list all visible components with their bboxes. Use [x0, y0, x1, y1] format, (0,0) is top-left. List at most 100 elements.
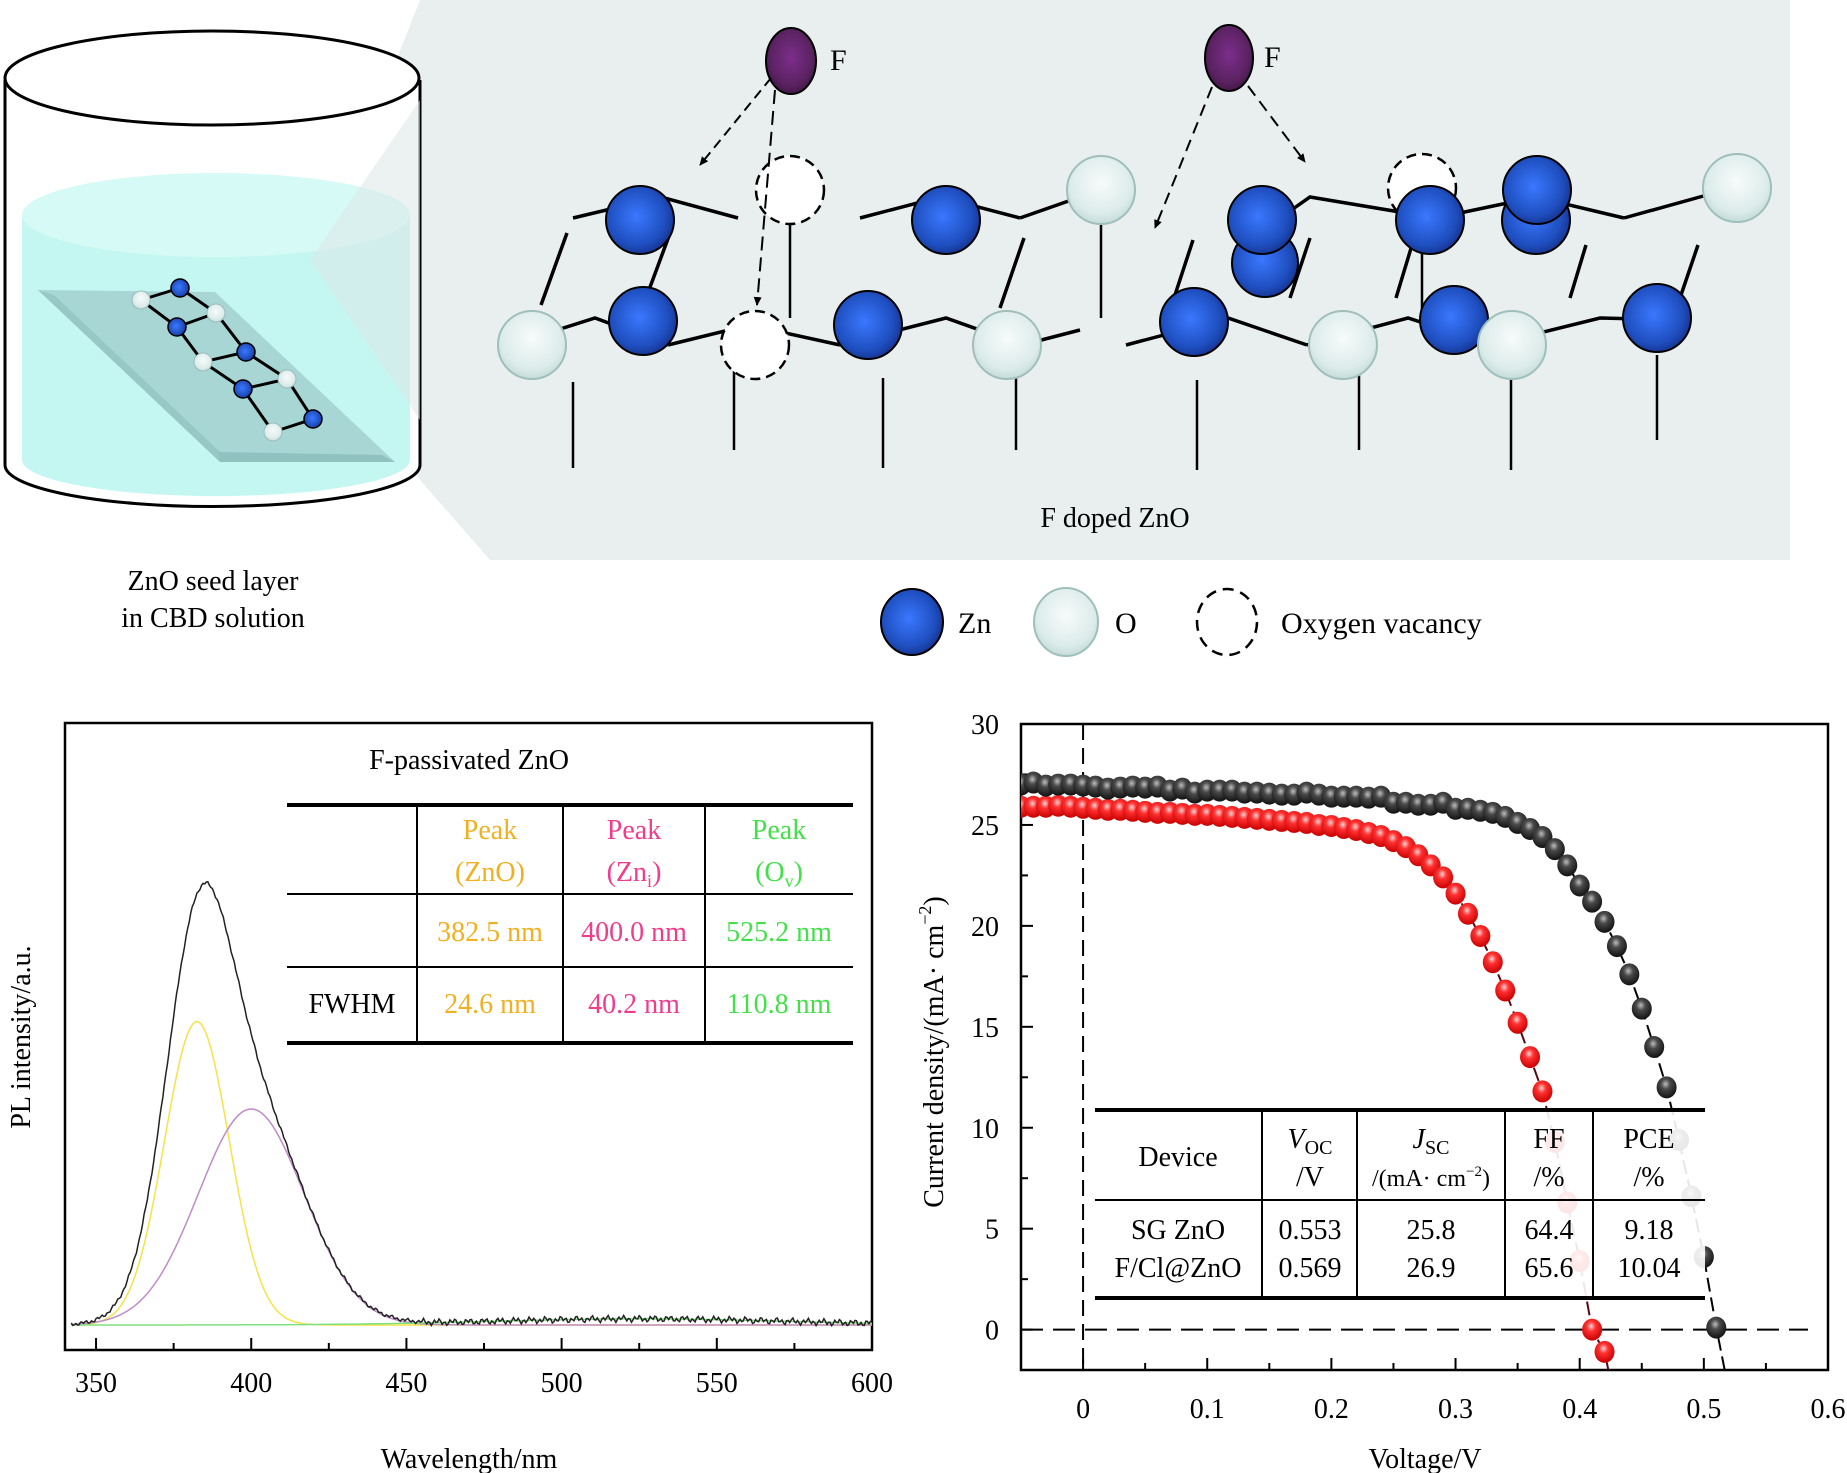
zn-atom	[303, 409, 323, 429]
cell-pce: 9.18	[1625, 1215, 1674, 1246]
header-ff: FF	[1533, 1124, 1564, 1155]
header-device: Device	[1138, 1142, 1217, 1173]
lattice-atoms	[497, 152, 1772, 381]
legend-vacancy-icon	[1195, 587, 1259, 657]
zn-atom	[167, 317, 187, 337]
zn-atom	[1159, 287, 1229, 357]
data-point	[1532, 1080, 1553, 1103]
lattice-legend: Zn O Oxygen vacancy	[880, 587, 1482, 657]
cell-ff: 65.6	[1525, 1253, 1574, 1284]
data-point	[1470, 924, 1491, 947]
o-atom	[206, 303, 226, 323]
header-voc: VOC	[1288, 1124, 1333, 1159]
oxygen-vacancy	[719, 309, 791, 381]
peak-zni-fit-curve	[71, 1108, 872, 1326]
data-point	[1619, 963, 1640, 986]
peak-ov-fit-curve	[71, 1318, 873, 1326]
data-point	[1594, 910, 1615, 933]
x-tick-label: 350	[75, 1368, 117, 1399]
header-peak-ov-line2: (Ov)	[755, 857, 803, 891]
data-point	[1457, 902, 1478, 925]
data-point	[1557, 854, 1578, 877]
cell-peak-zno: 382.5 nm	[437, 917, 543, 948]
cell-jsc: 25.8	[1407, 1215, 1456, 1246]
y-tick-label: 0	[985, 1316, 999, 1347]
o-atom	[972, 310, 1042, 380]
data-point	[1706, 1316, 1727, 1339]
x-tick-label: 500	[541, 1368, 583, 1399]
x-tick-label: 0	[1076, 1394, 1090, 1425]
o-atom	[1477, 310, 1547, 380]
oxygen-vacancy	[754, 154, 826, 226]
data-point	[1594, 1340, 1615, 1363]
y-tick-label: 25	[971, 811, 999, 842]
o-atom	[277, 369, 297, 389]
zn-atom	[605, 185, 675, 255]
arrow-to-zn-interstitial	[1154, 86, 1213, 229]
o-atom	[193, 352, 213, 372]
f-atom	[1204, 24, 1254, 92]
y-tick-label: 10	[971, 1114, 999, 1145]
jv-chart: 0 0.1 0.2 0.3 0.4 0.5 0.6 0 5 10 15 20 25 30 Voltage/…	[915, 710, 1846, 1473]
legend-vacancy-label: Oxygen vacancy	[1281, 607, 1482, 640]
table-row: SG ZnO 0.553 25.8 64.4 9.18	[1131, 1215, 1674, 1246]
y-tick-label: 15	[971, 1013, 999, 1044]
pl-x-axis-label: Wavelength/nm	[381, 1444, 558, 1473]
header-peak-zni-line2: (Zni)	[607, 857, 662, 891]
jv-reference-lines	[1021, 724, 1808, 1370]
o-atom	[1702, 153, 1772, 223]
pl-plot-frame	[63, 721, 874, 1352]
y-tick-label: 20	[971, 912, 999, 943]
header-peak-zno-line1: Peak	[463, 815, 517, 846]
header-voc-unit: /V	[1296, 1162, 1324, 1193]
cell-fwhm-zni: 40.2 nm	[588, 989, 680, 1020]
cell-peak-ov: 525.2 nm	[726, 917, 832, 948]
pl-chart: 350 400 450 500 550 600 F-passivated ZnO Wave…	[6, 721, 893, 1473]
x-tick-label: 400	[230, 1368, 272, 1399]
data-point	[1656, 1076, 1677, 1099]
x-tick-label: 0.6	[1811, 1394, 1846, 1425]
data-point	[1569, 874, 1590, 897]
data-point	[1544, 838, 1565, 861]
x-tick-label: 0.1	[1190, 1394, 1225, 1425]
x-tick-label: 0.3	[1438, 1394, 1473, 1425]
callout-beam	[310, 100, 420, 420]
cell-peak-zni: 400.0 nm	[581, 917, 687, 948]
data-point	[1445, 882, 1466, 905]
beaker-caption-line2: in CBD solution	[121, 603, 305, 634]
table-row: F/Cl@ZnO 0.569 26.9 65.6 10.04	[1115, 1253, 1681, 1284]
header-jsc-unit: /(mA· cm−2)	[1372, 1164, 1490, 1192]
data-point	[1520, 1046, 1541, 1069]
data-point	[1507, 1011, 1528, 1034]
lattice-panel	[310, 0, 1790, 560]
pl-measured-curve	[70, 880, 873, 1328]
header-jsc: JSC	[1413, 1124, 1450, 1159]
pl-peak-table: Peak (ZnO) Peak (Zni) Peak (Ov) 382.5 nm…	[287, 803, 853, 1045]
peak-zno-fit-curve	[71, 1020, 872, 1326]
data-point	[1644, 1036, 1665, 1058]
legend-o-icon	[1033, 587, 1099, 657]
cell-voc: 0.569	[1279, 1253, 1342, 1284]
x-tick-label: 0.4	[1562, 1394, 1597, 1425]
data-point	[1582, 890, 1603, 913]
cell-fwhm-ov: 110.8 nm	[727, 989, 832, 1020]
zn-atom	[833, 290, 903, 360]
cell-device: F/Cl@ZnO	[1115, 1253, 1242, 1284]
header-pce: PCE	[1623, 1124, 1674, 1155]
header-ff-unit: /%	[1533, 1162, 1564, 1193]
row-label-fwhm: FWHM	[308, 989, 395, 1020]
data-point	[1433, 866, 1454, 889]
cell-device: SG ZnO	[1131, 1215, 1225, 1246]
data-point	[1606, 935, 1627, 958]
zn-atom	[236, 342, 256, 362]
zn-atom	[608, 286, 678, 356]
header-pce-unit: /%	[1633, 1162, 1664, 1193]
arrow-to-vacancy	[753, 89, 776, 306]
pl-x-ticks: 350 400 450 500 550 600	[75, 1338, 893, 1399]
zn-atom	[1502, 155, 1572, 225]
pl-curves	[70, 880, 873, 1328]
cell-ff: 64.4	[1525, 1215, 1574, 1246]
cell-jsc: 26.9	[1407, 1253, 1456, 1284]
header-peak-zni-line1: Peak	[607, 815, 661, 846]
legend-o-label: O	[1115, 607, 1137, 640]
